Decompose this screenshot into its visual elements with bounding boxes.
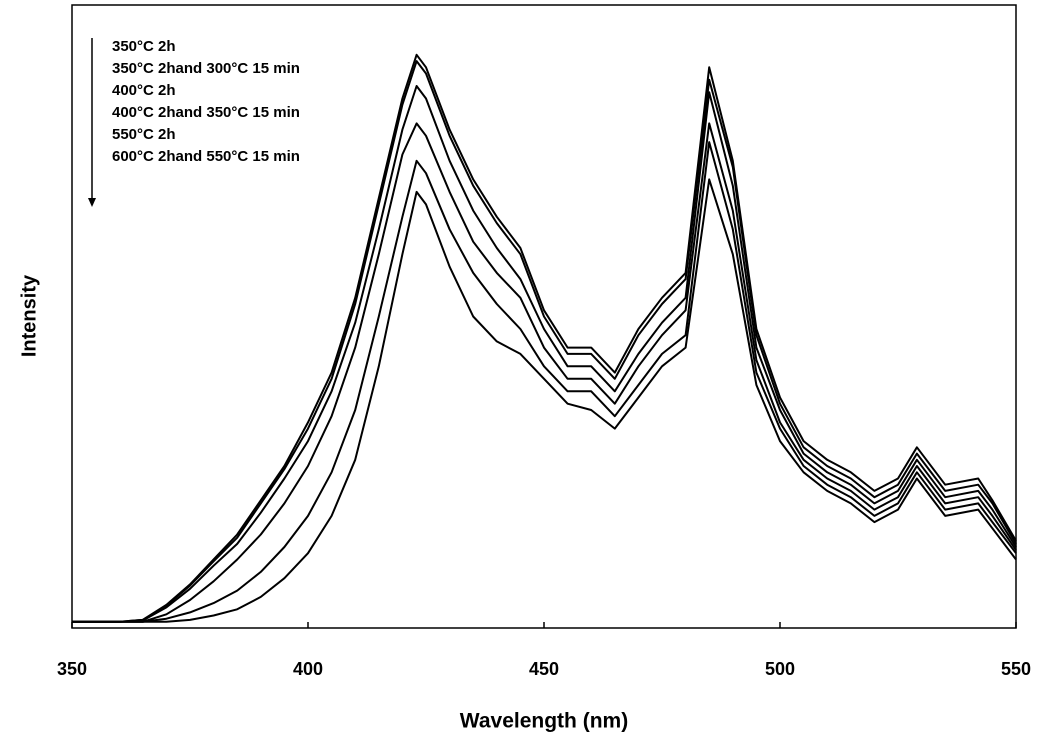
legend-label: 400°C 2h — [112, 82, 176, 99]
series-line — [72, 85, 1017, 623]
series-line — [72, 178, 1017, 623]
x-tick-label: 500 — [765, 659, 795, 679]
legend-label: 550°C 2h — [112, 126, 176, 143]
legend-label: 400°C 2hand 350°C 15 min — [112, 104, 300, 121]
legend-label: 350°C 2hand 300°C 15 min — [112, 60, 300, 77]
x-tick-label: 550 — [1001, 659, 1031, 679]
x-tick-label: 450 — [529, 659, 559, 679]
series-line — [72, 122, 1017, 623]
legend-arrowhead — [88, 198, 96, 207]
x-tick-label: 400 — [293, 659, 323, 679]
legend-label: 600°C 2hand 550°C 15 min — [112, 148, 300, 165]
x-axis-title: Wavelength (nm) — [460, 710, 628, 733]
y-axis-title: Intensity — [18, 274, 40, 357]
series-line — [72, 60, 1017, 623]
x-tick-label: 350 — [57, 659, 87, 679]
series-line — [72, 141, 1017, 623]
series-line — [72, 53, 1017, 623]
legend-label: 350°C 2h — [112, 38, 176, 55]
